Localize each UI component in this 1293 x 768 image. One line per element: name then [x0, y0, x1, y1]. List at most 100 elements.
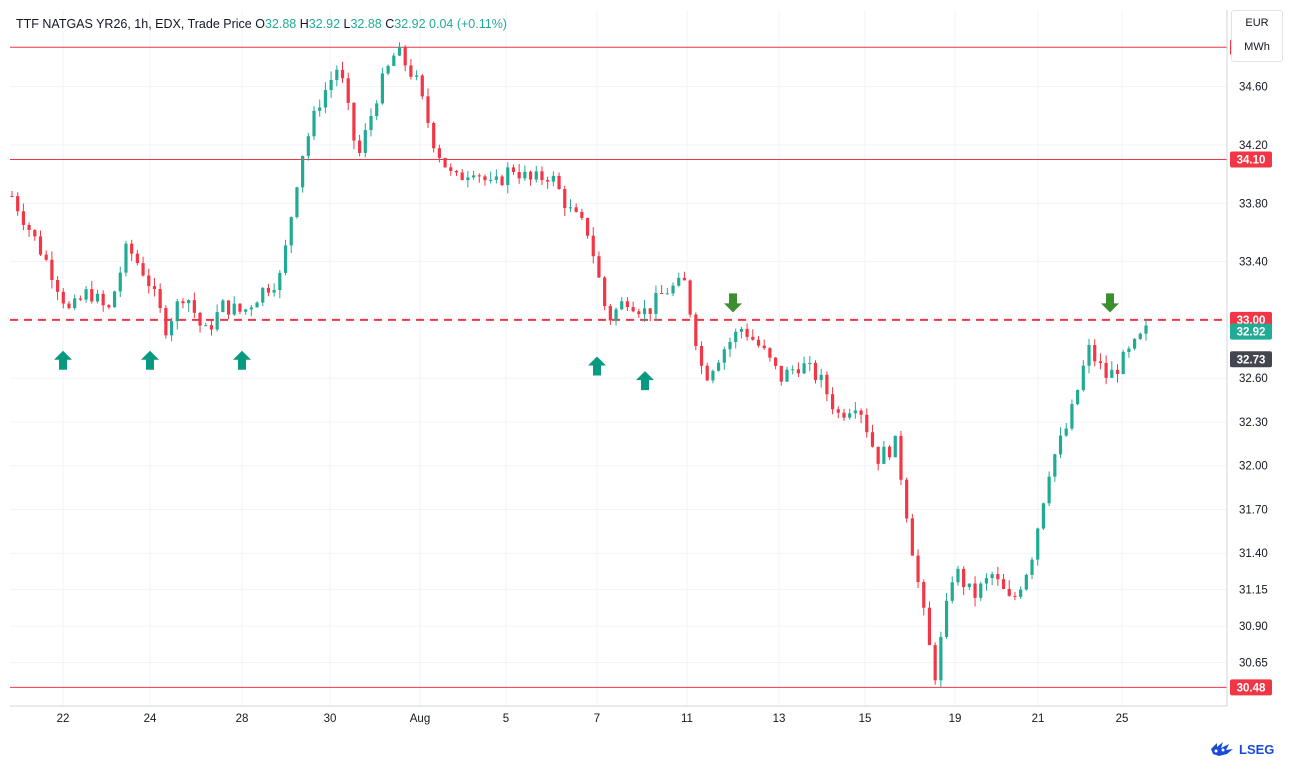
candle-body — [386, 65, 390, 74]
level-tag — [1230, 151, 1272, 168]
x-tick-label: 21 — [1032, 713, 1045, 725]
candle-body — [16, 196, 20, 212]
candle-body — [768, 348, 772, 358]
candle-body — [244, 309, 248, 312]
candle-body — [38, 236, 43, 255]
candle-body — [944, 600, 949, 637]
candle-body — [677, 277, 681, 286]
candle-body — [751, 336, 755, 340]
x-tick-label: Aug — [410, 713, 430, 725]
candle-body — [842, 412, 846, 418]
price-tag-label: 32.73 — [1237, 354, 1266, 366]
candle-body — [603, 277, 607, 307]
candle-body — [853, 410, 857, 414]
candle-body — [1036, 528, 1040, 560]
x-tick-label: 7 — [594, 713, 600, 725]
candle-body — [238, 303, 242, 312]
candle-body — [352, 102, 356, 141]
candle-body — [483, 176, 487, 181]
candle-body — [557, 175, 561, 190]
candle-body — [209, 325, 214, 330]
candle-body — [84, 289, 88, 300]
candle-body — [375, 103, 379, 116]
candle-body — [511, 167, 516, 173]
unit-selector[interactable]: EUR MWh — [1231, 10, 1283, 62]
candle-body — [272, 290, 276, 293]
candle-body — [500, 176, 504, 186]
legend-symbol: TTF NATGAS YR26, 1h, EDX, Trade Price — [16, 17, 252, 31]
candle-body — [283, 245, 288, 273]
candle-body — [762, 345, 766, 349]
candle-body — [1024, 574, 1028, 590]
candle-body — [50, 259, 54, 281]
candle-body — [922, 582, 926, 608]
candle-body — [654, 292, 658, 314]
candle-body — [528, 171, 533, 180]
arrow-down-icon — [724, 293, 742, 313]
candle-body — [825, 374, 829, 395]
candle-body — [1098, 361, 1103, 363]
candle-body — [939, 636, 943, 681]
candle-body — [158, 288, 162, 308]
candle-body — [905, 479, 909, 519]
x-tick-label: 11 — [681, 713, 693, 725]
level-tag-label: 30.48 — [1237, 682, 1266, 694]
lseg-emblem-icon — [1211, 742, 1233, 756]
candle-body — [1081, 365, 1085, 391]
y-tick-label: 32.30 — [1239, 417, 1268, 429]
candle-body — [648, 308, 652, 314]
candle-body — [859, 410, 863, 415]
candle-body — [266, 287, 271, 293]
candle-body — [1007, 588, 1011, 596]
x-tick-label: 15 — [859, 713, 872, 725]
candle-body — [141, 263, 145, 276]
candle-body — [130, 243, 134, 254]
candle-body — [10, 195, 14, 197]
x-tick-label: 28 — [236, 713, 249, 725]
candle-body — [477, 175, 481, 177]
candle-body — [836, 409, 840, 413]
candle-body — [973, 583, 977, 598]
candle-body — [796, 369, 800, 374]
candle-body — [1001, 579, 1006, 589]
candle-body — [1053, 454, 1057, 477]
candle-body — [996, 574, 1000, 580]
x-tick-label: 19 — [949, 713, 962, 725]
candle-body — [1030, 559, 1034, 575]
candle-body — [335, 69, 339, 80]
candle-body — [882, 446, 886, 464]
candle-body — [927, 607, 932, 646]
candle-body — [112, 291, 117, 308]
candle-body — [887, 446, 892, 458]
y-tick-label: 34.20 — [1239, 140, 1268, 152]
legend-close-label: C — [385, 17, 395, 31]
candle-body — [791, 369, 795, 371]
candle-body — [192, 300, 196, 313]
candle-body — [865, 414, 869, 433]
candle-body — [414, 75, 419, 77]
axes: 30.65 30.90 31.15 31.40 31.70 32.00 32.30 32.60… — [10, 10, 1268, 725]
candle-body — [773, 357, 778, 366]
candle-body — [67, 303, 71, 309]
candle-body — [101, 293, 105, 306]
candle-body — [756, 339, 761, 346]
candle-body — [517, 172, 521, 179]
candle-body — [312, 110, 316, 137]
candle-body — [204, 325, 208, 327]
candle-body — [563, 189, 567, 209]
candle-body — [956, 568, 960, 583]
candle-body — [893, 435, 897, 458]
grid — [10, 10, 1227, 706]
candle-body — [1087, 345, 1091, 366]
candle-body — [546, 180, 550, 182]
candle-body — [779, 365, 783, 382]
x-tick-label: 24 — [144, 713, 157, 725]
candle-body — [78, 298, 82, 300]
candle-body — [830, 394, 835, 410]
candle-body — [990, 574, 994, 579]
candle-body — [420, 75, 424, 97]
candle-body — [1093, 345, 1097, 362]
candle-body — [449, 167, 453, 171]
candle-body — [637, 311, 641, 315]
